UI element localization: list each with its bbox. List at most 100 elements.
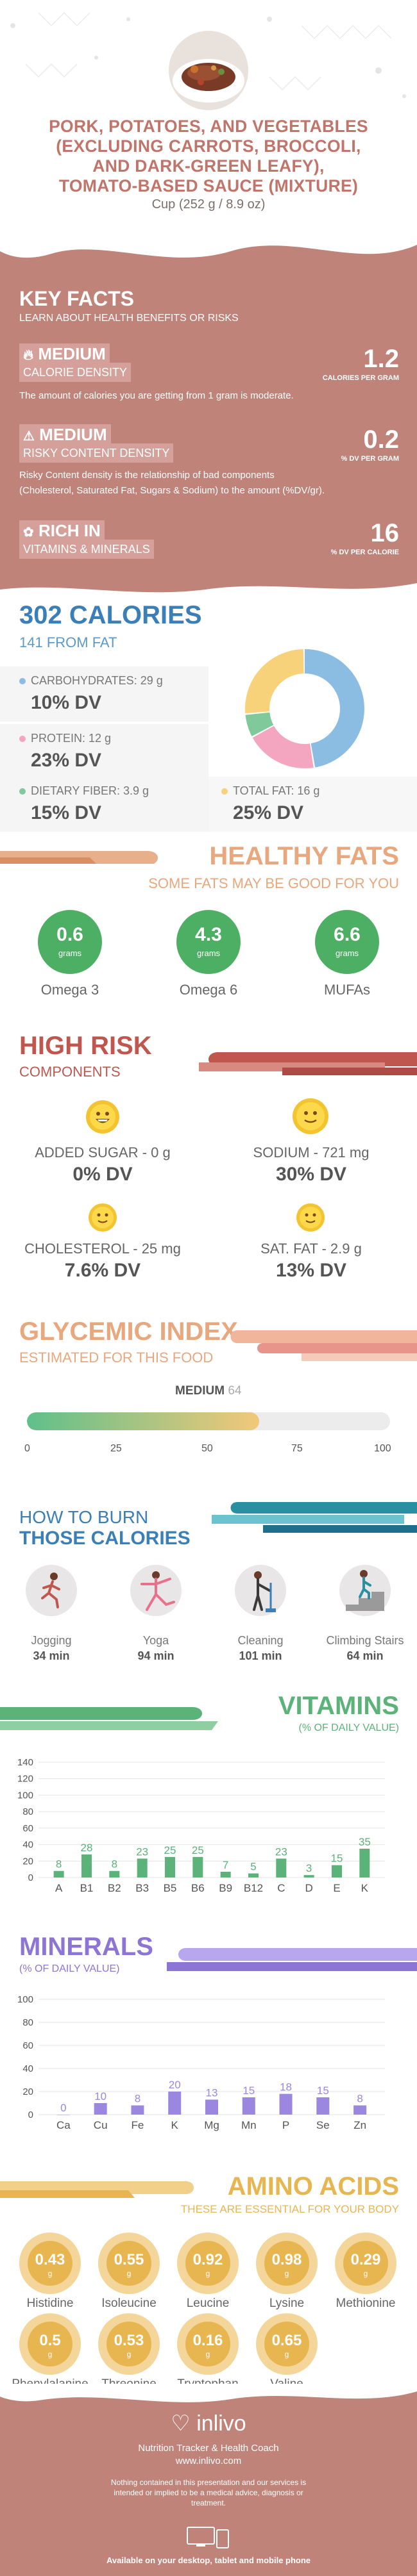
stairs-minutes: 64 min [346, 1649, 384, 1662]
header: PORK, POTATOES, AND VEGETABLES (EXCLUDIN… [0, 0, 417, 226]
y-tick-label: 80 [22, 2017, 33, 2028]
y-tick-label: 0 [28, 2110, 33, 2120]
neutral-face-icon [293, 1098, 328, 1134]
vitamins-bar-chart: 0 20 40 60 80 100 120 140 8 A 28 B1 8 B2 23 B3 25 B5 25 B6 7… [17, 1757, 385, 1894]
bar-value-label: 8 [56, 1858, 62, 1870]
food-image [169, 31, 248, 110]
minerals-subtitle: (% OF DAILY VALUE) [19, 1963, 120, 1974]
disclaimer: Nothing contained in this presentation a… [110, 2478, 307, 2507]
serving-size: Cup (252 g / 8.9 oz) [151, 197, 266, 211]
y-tick-label: 80 [22, 1806, 33, 1817]
cleaning-label: Cleaning [237, 1634, 284, 1647]
x-tick-label: Ca [56, 2119, 71, 2131]
bar-B2 [109, 1870, 120, 1878]
footer: ♡ inlivo Nutrition Tracker & Health Coac… [0, 2384, 417, 2576]
fat-dv: 25% DV [233, 802, 304, 823]
sat-fat-dv: 13% DV [275, 1260, 347, 1281]
fat-box: TOTAL FAT: 16 g 25% DV [208, 777, 417, 832]
jogging-icon [26, 1565, 77, 1616]
risky-density-unit: % DV PER GRAM [341, 455, 399, 463]
x-tick-label: Se [316, 2119, 330, 2131]
bar-B3 [137, 1858, 148, 1878]
healthy-fats-ribbon [0, 851, 158, 864]
bar-A [53, 1870, 64, 1878]
bar-B9 [220, 1872, 231, 1878]
threonine-circle: 0.53 g [98, 2313, 160, 2375]
calorie-density-value: 1.2 [363, 345, 399, 373]
y-tick-label: 40 [22, 1840, 33, 1851]
vitamins-subtitle: (% OF DAILY VALUE) [298, 1722, 399, 1733]
x-tick-label: B2 [108, 1882, 121, 1894]
risky-density-level: ⚠ MEDIUM [19, 424, 111, 447]
glycemic-subtitle: ESTIMATED FOR THIS FOOD [19, 1350, 214, 1366]
mufas-label: MUFAs [323, 982, 371, 998]
x-tick-label: B6 [191, 1882, 205, 1894]
bar-value-label: 23 [275, 1845, 287, 1858]
glycemic-ribbon [230, 1330, 417, 1361]
minerals-ribbon [167, 1948, 417, 1971]
y-tick-label: 0 [28, 1872, 33, 1883]
phenylalanine-circle: 0.5 g [19, 2313, 81, 2375]
bar-E [332, 1865, 342, 1878]
glycemic-bar-fill [27, 1412, 260, 1430]
bar-value-label: 25 [192, 1844, 204, 1856]
cholesterol-dv: 7.6% DV [64, 1260, 141, 1281]
omega-3-circle: 0.6 grams [38, 910, 102, 974]
histidine-label: Histidine [26, 2297, 74, 2310]
amino-acids-title: AMINO ACIDS [227, 2172, 399, 2200]
histidine-circle: 0.43 g [19, 2233, 81, 2294]
high-risk-subtitle: COMPONENTS [19, 1064, 121, 1080]
bar-C [276, 1858, 287, 1878]
bar-B12 [248, 1873, 259, 1878]
glycemic-scale: 0 25 50 75 100 [24, 1443, 391, 1454]
calorie-density-description: The amount of calories you are getting f… [19, 390, 294, 401]
bar-value-label: 7 [223, 1859, 228, 1871]
rich-in-level: ✿ RICH IN [19, 520, 105, 543]
bar-B5 [165, 1856, 175, 1878]
bar-Se [316, 2097, 330, 2115]
website-link[interactable]: www.inlivo.com [175, 2456, 242, 2466]
bar-value-label: 5 [250, 1861, 256, 1873]
key-facts-section: KEY FACTS LEARN ABOUT HEALTH BENEFITS OR… [0, 226, 417, 579]
x-tick-label: C [277, 1882, 285, 1894]
y-tick-label: 100 [17, 1790, 33, 1801]
y-tick-label: 120 [17, 1774, 33, 1785]
key-facts-subtitle: LEARN ABOUT HEALTH BENEFITS OR RISKS [19, 313, 239, 324]
bar-value-label: 20 [169, 2079, 181, 2091]
lysine-label: Lysine [269, 2297, 305, 2310]
bar-value-label: 0 [60, 2102, 66, 2114]
cholesterol-label: CHOLESTEROL - 25 mg [24, 1241, 181, 1257]
x-tick-label: K [171, 2119, 179, 2131]
heart-icon: ♡ [171, 2411, 191, 2436]
neutral-face-icon [89, 1203, 117, 1232]
happy-face-icon [86, 1100, 119, 1134]
bar-Mn [242, 2097, 255, 2115]
x-tick-label: Mn [241, 2119, 257, 2131]
yoga-label: Yoga [142, 1634, 169, 1647]
brand-logo[interactable]: ♡ inlivo [171, 2411, 246, 2436]
valine-circle: 0.65 g [256, 2313, 318, 2375]
glycemic-level: MEDIUM 64 [175, 1384, 242, 1398]
jogging-minutes: 34 min [33, 1649, 70, 1662]
fiber-dv: 15% DV [31, 802, 102, 823]
tryptophan-circle: 0.16 g [177, 2313, 239, 2375]
cleaning-minutes: 101 min [239, 1649, 282, 1662]
calorie-density-unit: CALORIES PER GRAM [322, 374, 399, 382]
bar-value-label: 18 [280, 2081, 292, 2093]
stairs-icon [339, 1565, 391, 1616]
y-tick-label: 60 [22, 1823, 33, 1834]
protein-box: PROTEIN: 12 g 23% DV [0, 724, 208, 779]
added-sugar-label: ADDED SUGAR - 0 g [35, 1144, 171, 1160]
risky-density-value: 0.2 [363, 425, 399, 454]
methionine-circle: 0.29 g [335, 2233, 396, 2294]
bar-value-label: 8 [135, 2093, 140, 2105]
bar-Mg [205, 2099, 218, 2115]
risky-density-label: RISKY CONTENT DENSITY [19, 443, 174, 463]
methionine-label: Methionine [336, 2297, 396, 2310]
key-facts-title: KEY FACTS [19, 287, 134, 310]
flame-icon: 🔥︎ [23, 347, 34, 363]
burn-ribbon [212, 1502, 417, 1533]
x-tick-label: B3 [135, 1882, 149, 1894]
y-tick-label: 100 [17, 1994, 33, 2005]
jogging-label: Jogging [31, 1634, 72, 1647]
